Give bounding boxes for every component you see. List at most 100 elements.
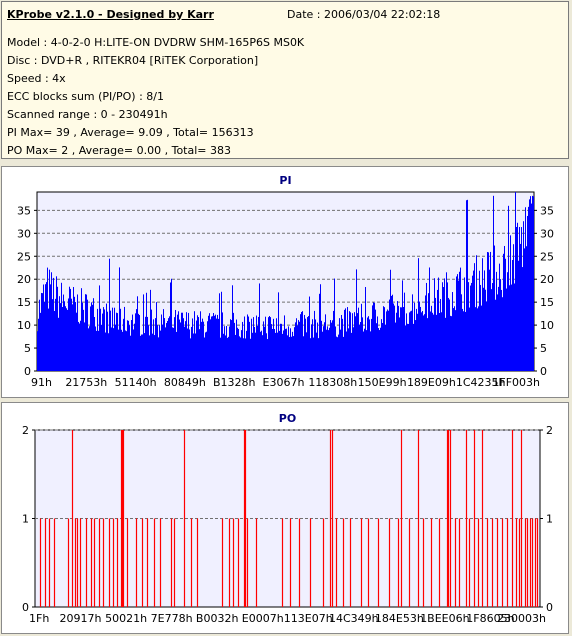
- pi-bar: [335, 326, 336, 371]
- pi-bar: [190, 338, 191, 371]
- disc-info: Disc : DVD+R , RITEKR04 [RiTEK Corporati…: [7, 54, 259, 67]
- pi-bar: [292, 331, 293, 371]
- pi-bar: [84, 322, 85, 371]
- pi-bar: [120, 308, 121, 371]
- pi-bar: [101, 324, 102, 371]
- pi-bar: [74, 296, 75, 371]
- pi-bar: [48, 308, 49, 371]
- pi-bar: [403, 306, 404, 371]
- pi-bar: [338, 334, 339, 371]
- pi-bar: [384, 307, 385, 371]
- po-ytick-label-left: 1: [22, 513, 29, 526]
- pi-bar: [422, 311, 423, 371]
- pi-bar: [433, 314, 434, 371]
- pi-bar: [171, 278, 172, 371]
- pi-bar: [145, 316, 146, 371]
- pi-bar: [234, 322, 235, 371]
- pi-bar: [435, 297, 436, 371]
- pi-bar: [172, 327, 173, 371]
- pi-bar: [502, 297, 503, 371]
- pi-bar: [41, 292, 42, 371]
- pi-bar: [257, 325, 258, 371]
- pi-bar: [186, 312, 187, 371]
- pi-bar: [47, 267, 48, 371]
- pi-bar: [305, 318, 306, 371]
- pi-bar: [127, 320, 128, 371]
- pi-bar: [411, 310, 412, 371]
- po-ytick-label-right: 1: [546, 513, 553, 526]
- pi-bar: [215, 314, 216, 371]
- pi-bar: [324, 322, 325, 371]
- pi-bar: [336, 336, 337, 371]
- pi-bar: [520, 243, 521, 371]
- po-title: PO: [279, 412, 296, 425]
- pi-bar: [372, 305, 373, 371]
- pi-summary: PI Max= 39 , Average= 9.09 , Total= 1563…: [7, 126, 254, 139]
- pi-bar: [270, 317, 271, 371]
- pi-bar: [341, 314, 342, 371]
- pi-bar: [488, 252, 489, 371]
- pi-bar: [238, 328, 239, 371]
- pi-bar: [102, 313, 103, 371]
- pi-bar: [87, 299, 88, 371]
- pi-bar: [436, 314, 437, 371]
- pi-bar: [149, 335, 150, 371]
- pi-ytick-label-right: 20: [540, 273, 554, 286]
- pi-bar: [379, 330, 380, 371]
- pi-bar: [244, 316, 245, 371]
- pi-bar: [391, 295, 392, 371]
- pi-bar: [382, 322, 383, 371]
- pi-bar: [358, 307, 359, 371]
- pi-bar: [242, 321, 243, 371]
- pi-bar: [204, 337, 205, 371]
- pi-bar: [439, 313, 440, 371]
- pi-bar: [409, 312, 410, 371]
- pi-bar: [81, 288, 82, 371]
- pi-bar: [337, 337, 338, 371]
- pi-bar: [295, 322, 296, 371]
- scan-speed: Speed : 4x: [7, 72, 66, 85]
- pi-bar: [241, 330, 242, 371]
- pi-bar: [383, 306, 384, 371]
- pi-bar: [107, 311, 108, 371]
- pi-bar: [176, 331, 177, 371]
- pi-bar: [278, 292, 279, 371]
- pi-bar: [434, 278, 435, 371]
- pi-bar: [267, 339, 268, 371]
- pi-bar: [401, 307, 402, 371]
- pi-bar: [385, 324, 386, 371]
- pi-bar: [432, 312, 433, 371]
- pi-bar: [406, 313, 407, 371]
- pi-xtick-label: 1FF003h: [492, 376, 540, 389]
- pi-bar: [280, 323, 281, 371]
- po-ytick-label-left: 0: [22, 601, 29, 614]
- pi-bar: [364, 328, 365, 371]
- pi-bar: [334, 278, 335, 371]
- pi-bar: [471, 282, 472, 371]
- pi-bar: [441, 312, 442, 371]
- pi-bar: [510, 235, 511, 371]
- pi-ytick-label-left: 10: [17, 319, 31, 332]
- pi-bar: [515, 192, 516, 371]
- pi-bar: [188, 312, 189, 371]
- pi-bar: [533, 196, 534, 371]
- pi-bar: [80, 320, 81, 371]
- pi-bar: [73, 287, 74, 371]
- pi-bar: [462, 308, 463, 371]
- pi-bar: [367, 317, 368, 371]
- pi-bar: [154, 335, 155, 371]
- pi-bar: [370, 331, 371, 371]
- pi-bar: [363, 331, 364, 371]
- pi-bar: [240, 337, 241, 371]
- pi-bar: [255, 332, 256, 371]
- pi-bar: [310, 338, 311, 371]
- pi-bar: [484, 270, 485, 371]
- pi-bar: [503, 253, 504, 371]
- pi-bar: [116, 312, 117, 371]
- pi-bar: [203, 321, 204, 371]
- pi-bar: [57, 286, 58, 371]
- pi-bar: [514, 283, 515, 371]
- pi-bar: [448, 297, 449, 371]
- pi-bar: [117, 313, 118, 371]
- pi-bar: [315, 319, 316, 371]
